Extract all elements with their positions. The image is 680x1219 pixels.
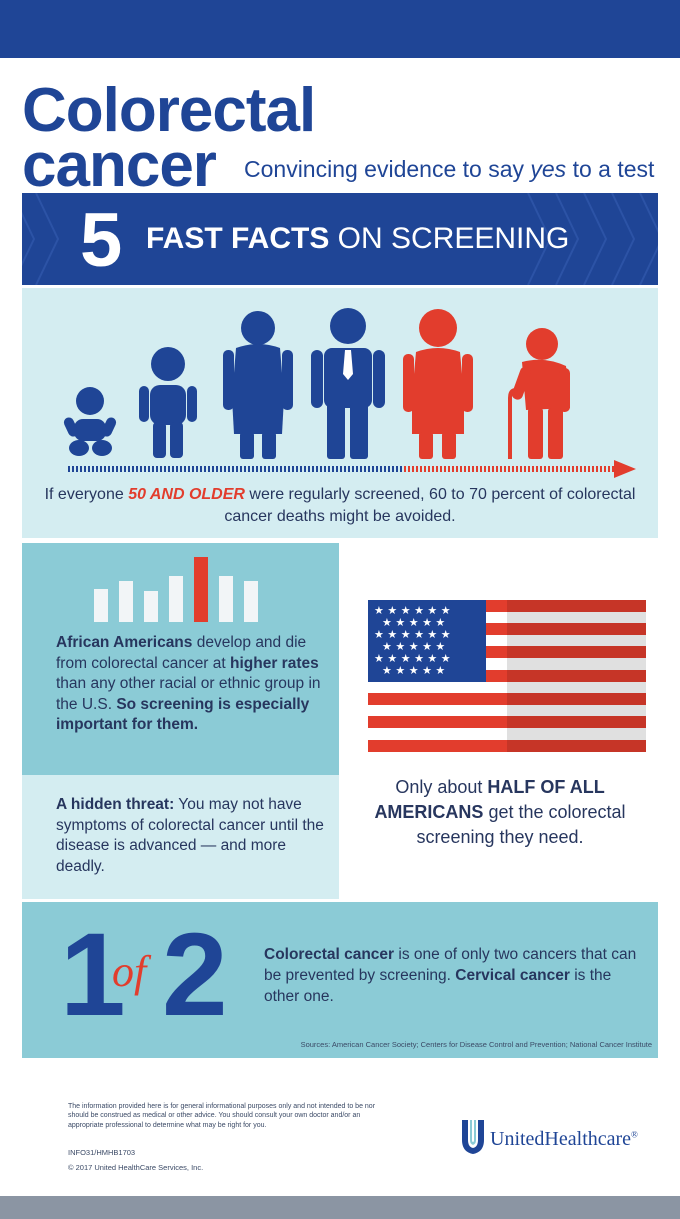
svg-text:★ ★ ★ ★ ★ ★: ★ ★ ★ ★ ★ ★ bbox=[374, 652, 451, 665]
fact-bold: A hidden threat: bbox=[56, 796, 175, 813]
chevron-pattern-icon bbox=[22, 193, 658, 285]
svg-text:★ ★ ★ ★ ★: ★ ★ ★ ★ ★ bbox=[382, 616, 445, 629]
page-title-line1: Colorectal bbox=[22, 76, 316, 145]
caption-text-end: were regularly screened, 60 to 70 percen… bbox=[224, 486, 636, 525]
hidden-threat-panel: A hidden threat: You may not have sympto… bbox=[22, 775, 339, 899]
fact-text: is the other one. bbox=[264, 967, 612, 1005]
fact-text: is one of only two cancers that can be p… bbox=[264, 946, 637, 984]
header: Colorectal cancer Convincing evidence to… bbox=[22, 76, 672, 197]
child-icon bbox=[139, 347, 197, 458]
age-fact-panel: If everyone 50 AND OLDER were regularly … bbox=[22, 288, 658, 538]
big-of: of bbox=[112, 947, 147, 996]
top-bar bbox=[0, 0, 680, 58]
half-americans-text: Only about HALF OF ALL AMERICANS get the… bbox=[360, 775, 640, 850]
subtitle-text: Convincing evidence to say bbox=[244, 156, 531, 182]
tie-icon bbox=[343, 350, 353, 380]
fact-bold: African Americans bbox=[56, 634, 193, 651]
fact-bold: Cervical cancer bbox=[455, 967, 570, 984]
bar-graph-icon bbox=[94, 557, 258, 622]
banner-number: 5 bbox=[80, 198, 123, 283]
man-icon bbox=[311, 308, 385, 459]
banner: 5 FAST FACTS ON SCREENING bbox=[22, 193, 658, 285]
one-of-two-panel: 1 of 2 Colorectal cancer is one of only … bbox=[22, 902, 658, 1058]
banner-heading: FAST FACTS ON SCREENING bbox=[146, 221, 569, 257]
copyright: © 2017 United HealthCare Services, Inc. bbox=[68, 1163, 204, 1172]
fact-text: Only about bbox=[395, 777, 488, 797]
fact-text: get the colorectal screening they need. bbox=[416, 802, 626, 847]
fact-bold: Colorectal cancer bbox=[264, 946, 395, 963]
hidden-threat-text: A hidden threat: You may not have sympto… bbox=[56, 795, 326, 877]
fact-bold: HALF OF ALL AMERICANS bbox=[374, 777, 605, 822]
unitedhealthcare-logo: UnitedHealthcare® bbox=[458, 1116, 678, 1156]
subtitle-emphasis: yes bbox=[530, 156, 567, 182]
fact-bold: higher rates bbox=[230, 654, 319, 672]
arrow-head-icon bbox=[614, 460, 636, 478]
half-americans-panel: ★ ★ ★ ★ ★ ★ ★ ★ ★ ★ ★ ★ ★ ★ ★ ★ ★ ★ ★ ★ … bbox=[340, 543, 658, 899]
fact-text: You may not have symptoms of colorectal … bbox=[56, 796, 324, 875]
baby-icon bbox=[63, 387, 117, 456]
svg-text:★ ★ ★ ★ ★: ★ ★ ★ ★ ★ bbox=[382, 640, 445, 653]
caption-text: If everyone bbox=[44, 486, 129, 503]
document-code: INFO31/HMHB1703 bbox=[68, 1148, 136, 1157]
age-fact-caption: If everyone 50 AND OLDER were regularly … bbox=[42, 484, 638, 528]
fact-bold: So screening is especially important for… bbox=[56, 695, 310, 734]
banner-heading-bold: FAST FACTS bbox=[146, 222, 330, 255]
fact-text: develop and die from colorectal cancer a… bbox=[56, 634, 307, 672]
us-flag-icon: ★ ★ ★ ★ ★ ★ ★ ★ ★ ★ ★ ★ ★ ★ ★ ★ ★ ★ ★ ★ … bbox=[368, 600, 646, 752]
african-americans-fact-text: African Americans develop and die from c… bbox=[56, 633, 326, 736]
svg-text:★ ★ ★ ★ ★ ★: ★ ★ ★ ★ ★ ★ bbox=[374, 628, 451, 641]
page-title-line2: cancer bbox=[22, 131, 217, 200]
big-number-one: 1 bbox=[60, 909, 126, 1041]
older-man-with-cane-icon bbox=[508, 328, 570, 459]
big-number-two: 2 bbox=[162, 909, 228, 1041]
u-shield-icon bbox=[462, 1120, 484, 1154]
age-progression-illustration bbox=[63, 308, 636, 478]
logo-wordmark: UnitedHealthcare® bbox=[490, 1128, 638, 1151]
older-woman-icon bbox=[403, 309, 473, 459]
registered-mark: ® bbox=[631, 1129, 638, 1140]
banner-heading-rest: ON SCREENING bbox=[329, 222, 570, 255]
woman-icon bbox=[223, 311, 293, 459]
disclaimer: The information provided here is for gen… bbox=[68, 1103, 376, 1129]
one-of-two-text: Colorectal cancer is one of only two can… bbox=[264, 944, 646, 1007]
svg-text:★ ★ ★ ★ ★ ★: ★ ★ ★ ★ ★ ★ bbox=[374, 604, 451, 617]
african-americans-fact-panel: African Americans develop and die from c… bbox=[22, 543, 339, 775]
fact-text: than any other racial or ethnic group in… bbox=[56, 675, 321, 713]
page-subtitle: Convincing evidence to say yes to a test bbox=[244, 156, 654, 183]
logo-text: UnitedHealthcare bbox=[490, 1128, 632, 1150]
subtitle-text-end: to a test bbox=[566, 156, 655, 182]
sources-note: Sources: American Cancer Society; Center… bbox=[300, 1040, 652, 1049]
caption-highlight: 50 AND OLDER bbox=[128, 486, 245, 503]
bottom-bar bbox=[0, 1196, 680, 1219]
svg-text:★ ★ ★ ★ ★: ★ ★ ★ ★ ★ bbox=[382, 664, 445, 677]
